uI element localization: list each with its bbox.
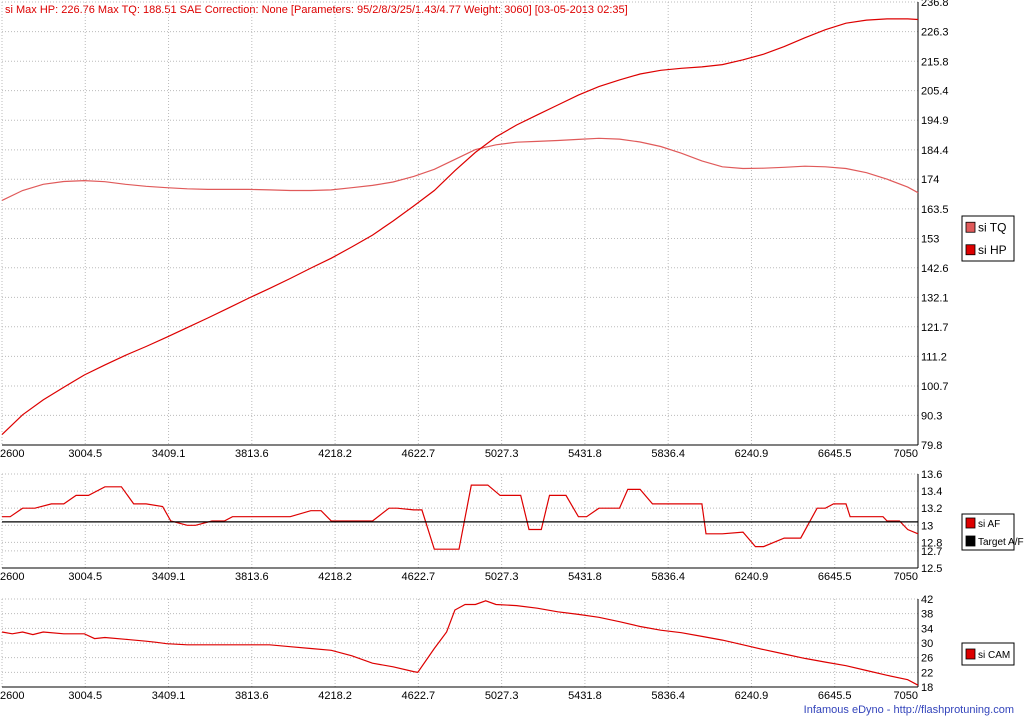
x-tick-label: 3004.5 [68, 690, 102, 702]
panel-power: 2600 3004.5 3409.1 3813.6 4218.2 4622.7 5027.3… [0, 0, 1015, 460]
x-tick-label: 3813.6 [235, 571, 269, 583]
x-tick-label: 6240.9 [735, 571, 769, 583]
y-tick-label: 12.7 [921, 546, 942, 558]
y-tick-label: 153 [921, 233, 939, 245]
x-tick-label: 4218.2 [318, 690, 352, 702]
x-tick-label: 3409.1 [152, 571, 186, 583]
x-tick-label: 5431.8 [568, 690, 602, 702]
x-tick-label: 3409.1 [152, 448, 186, 460]
y-tick-label: 236.8 [921, 0, 949, 9]
y-tick-label: 18 [921, 682, 933, 694]
legend-swatch [965, 535, 976, 547]
x-tick-label: 4622.7 [402, 690, 436, 702]
x-tick-label: 6645.5 [818, 448, 852, 460]
x-tick-label: 3813.6 [235, 690, 269, 702]
panel-cam: 2600 3004.5 3409.1 3813.6 4218.2 4622.7 5027.3… [0, 594, 1015, 702]
x-tick-label: 2600 [0, 571, 24, 583]
x-tick-label: 3004.5 [68, 571, 102, 583]
footer-credit: Infamous eDyno - http://flashprotuning.c… [804, 704, 1014, 716]
legend-label: si CAM [978, 650, 1010, 661]
legend-swatch [965, 648, 976, 660]
y-tick-label: 142.6 [921, 263, 949, 275]
x-tick-label: 5027.3 [485, 571, 519, 583]
x-tick-label: 5431.8 [568, 448, 602, 460]
x-tick-label: 5836.4 [651, 690, 685, 702]
legend-label: si TQ [978, 220, 1006, 234]
x-tick-label: 4622.7 [402, 571, 436, 583]
y-tick-label: 215.8 [921, 56, 949, 68]
y-tick-label: 90.3 [921, 410, 942, 422]
legend: si AF Target A/F [961, 513, 1024, 551]
y-tick-label: 12.8 [921, 537, 942, 549]
x-tick-label: 5027.3 [485, 448, 519, 460]
y-tick-label: 42 [921, 594, 933, 606]
y-tick-label: 22 [921, 667, 933, 679]
y-tick-label: 26 [921, 653, 933, 665]
y-tick-label: 79.8 [921, 440, 942, 452]
series-line-si-cam [1, 600, 919, 686]
y-tick-label: 13.4 [921, 486, 942, 498]
series-line-si-tq [1, 137, 919, 201]
legend-label: si HP [978, 243, 1007, 257]
x-tick-label: 5027.3 [485, 690, 519, 702]
y-tick-label: 30 [921, 638, 933, 650]
x-tick-label: 6240.9 [735, 448, 769, 460]
legend-label: si AF [978, 519, 1000, 530]
x-tick-label: 3409.1 [152, 690, 186, 702]
y-tick-label: 12.5 [921, 563, 942, 575]
y-tick-label: 121.7 [921, 322, 949, 334]
legend-swatch [965, 221, 976, 233]
y-tick-label: 132.1 [921, 292, 949, 304]
x-tick-label: 4622.7 [402, 448, 436, 460]
x-tick-label: 7050 [894, 571, 918, 583]
x-tick-label: 5836.4 [651, 571, 685, 583]
x-tick-label: 2600 [0, 690, 24, 702]
y-tick-label: 34 [921, 623, 933, 635]
legend-box [961, 642, 1015, 666]
y-tick-label: 111.2 [921, 351, 947, 363]
legend-label: Target A/F [978, 537, 1024, 548]
legend-swatch [965, 517, 976, 529]
y-tick-label: 205.4 [921, 86, 949, 98]
x-tick-label: 4218.2 [318, 448, 352, 460]
y-tick-label: 38 [921, 609, 933, 621]
y-tick-label: 226.3 [921, 27, 949, 39]
y-tick-label: 100.7 [921, 381, 949, 393]
y-tick-label: 13.6 [921, 469, 942, 481]
legend-swatch [965, 244, 976, 256]
legend: si TQ si HP [961, 215, 1015, 262]
y-tick-label: 184.4 [921, 145, 949, 157]
x-tick-label: 6645.5 [818, 571, 852, 583]
x-tick-label: 7050 [894, 690, 918, 702]
panel-af: 2600 3004.5 3409.1 3813.6 4218.2 4622.7 5027.3… [0, 469, 1024, 583]
x-tick-label: 3813.6 [235, 448, 269, 460]
y-tick-label: 13.2 [921, 503, 942, 515]
x-tick-label: 5431.8 [568, 571, 602, 583]
x-tick-label: 6645.5 [818, 690, 852, 702]
x-tick-label: 5836.4 [651, 448, 685, 460]
x-tick-label: 7050 [894, 448, 918, 460]
x-tick-label: 2600 [0, 448, 24, 460]
legend: si CAM [961, 642, 1015, 666]
chart-title: si Max HP: 226.76 Max TQ: 188.51 SAE Cor… [5, 4, 628, 16]
x-tick-label: 3004.5 [68, 448, 102, 460]
x-tick-label: 6240.9 [735, 690, 769, 702]
x-tick-label: 4218.2 [318, 571, 352, 583]
series-line-si-af [2, 484, 919, 550]
y-tick-label: 194.9 [921, 115, 949, 127]
series-line-si-hp [1, 18, 919, 436]
y-tick-label: 13 [921, 520, 933, 532]
y-tick-label: 174 [921, 174, 939, 186]
y-tick-label: 163.5 [921, 204, 949, 216]
